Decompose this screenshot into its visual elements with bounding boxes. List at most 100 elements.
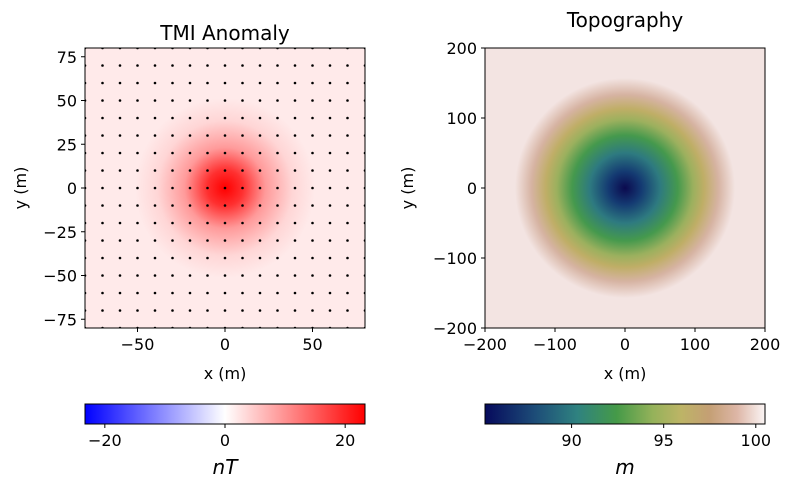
- tmi-colorbar-ticks: −20 0 20: [88, 424, 355, 450]
- receiver-dot: [153, 186, 157, 190]
- receiver-dot: [293, 64, 297, 67]
- receiver-dot: [276, 151, 279, 155]
- receiver-dot: [293, 134, 297, 137]
- y-tick-label: 200: [446, 39, 477, 58]
- receiver-dot: [171, 309, 174, 312]
- receiver-dot: [153, 291, 157, 295]
- receiver-dot: [276, 81, 279, 85]
- receiver-dot: [171, 116, 174, 120]
- receiver-dot: [241, 134, 244, 137]
- receiver-dot: [118, 81, 122, 85]
- receiver-dot: [101, 99, 104, 102]
- receiver-dot: [328, 274, 332, 277]
- y-tick-label: −100: [433, 249, 477, 268]
- receiver-dot: [171, 81, 174, 85]
- receiver-dot: [293, 169, 297, 172]
- x-tick-label: −200: [463, 335, 507, 354]
- receiver-dot: [171, 204, 174, 207]
- receiver-dot: [241, 116, 244, 120]
- receiver-dot: [346, 274, 349, 277]
- receiver-dot: [258, 309, 262, 312]
- receiver-dot: [223, 99, 227, 102]
- receiver-dot: [188, 239, 192, 242]
- receiver-dot: [258, 274, 262, 277]
- receiver-dot: [101, 309, 104, 312]
- receiver-dot: [188, 151, 192, 155]
- receiver-dot: [118, 221, 122, 225]
- receiver-dot: [188, 256, 192, 260]
- receiver-dot: [258, 204, 262, 207]
- receiver-dot: [136, 64, 139, 67]
- receiver-dot: [328, 116, 332, 120]
- receiver-dot: [223, 291, 227, 295]
- receiver-dot: [311, 99, 314, 102]
- topography-panel: Topography −200 −100 0 100 2002001000−100−20…: [398, 8, 780, 479]
- receiver-dot: [188, 186, 192, 190]
- topo-colorbar-ticks: 90 95 100: [561, 424, 771, 450]
- receiver-dot: [153, 169, 157, 172]
- receiver-dot: [328, 186, 332, 190]
- colorbar-tick-label: −20: [88, 431, 122, 450]
- receiver-dot: [206, 81, 209, 85]
- tmi-panel: TMI Anomaly −50 0 50 75 50 25 0 −25 −50 −75 x (m)…: [11, 21, 366, 479]
- receiver-dot: [293, 204, 297, 207]
- receiver-dot: [223, 134, 227, 137]
- receiver-dot: [223, 151, 227, 155]
- receiver-dot: [206, 169, 209, 172]
- receiver-dot: [311, 221, 314, 225]
- receiver-dot: [206, 309, 209, 312]
- y-tick-label: −25: [43, 223, 77, 242]
- receiver-dot: [311, 169, 314, 172]
- receiver-dot: [258, 239, 262, 242]
- receiver-dot: [153, 81, 157, 85]
- receiver-dot: [188, 116, 192, 120]
- y-tick-label: −50: [43, 267, 77, 286]
- receiver-dot: [311, 309, 314, 312]
- receiver-dot: [206, 64, 209, 67]
- receiver-dot: [101, 204, 104, 207]
- receiver-dot: [223, 239, 227, 242]
- receiver-dot: [311, 151, 314, 155]
- receiver-dot: [188, 169, 192, 172]
- receiver-dot: [293, 116, 297, 120]
- receiver-dot: [188, 291, 192, 295]
- receiver-dot: [136, 116, 139, 120]
- receiver-dot: [188, 134, 192, 137]
- receiver-dot: [328, 221, 332, 225]
- receiver-dot: [328, 81, 332, 85]
- receiver-dot: [346, 169, 349, 172]
- receiver-dot: [136, 99, 139, 102]
- receiver-dot: [346, 81, 349, 85]
- receiver-dot: [188, 81, 192, 85]
- receiver-dot: [153, 221, 157, 225]
- receiver-dot: [311, 291, 314, 295]
- receiver-dot: [258, 134, 262, 137]
- receiver-dot: [206, 116, 209, 120]
- receiver-dot: [223, 204, 227, 207]
- receiver-dot: [241, 186, 244, 190]
- receiver-dot: [328, 99, 332, 102]
- receiver-dot: [258, 221, 262, 225]
- receiver-dot: [101, 291, 104, 295]
- receiver-dot: [136, 221, 139, 225]
- receiver-dot: [101, 239, 104, 242]
- y-tick-label: 0: [467, 179, 477, 198]
- receiver-dot: [223, 309, 227, 312]
- receiver-dot: [136, 256, 139, 260]
- receiver-dot: [258, 169, 262, 172]
- receiver-dot: [241, 291, 244, 295]
- receiver-dot: [153, 204, 157, 207]
- receiver-dot: [118, 116, 122, 120]
- colorbar-tick-label: 100: [741, 431, 772, 450]
- receiver-dot: [136, 274, 139, 277]
- receiver-dot: [293, 99, 297, 102]
- topo-title: Topography: [566, 8, 684, 32]
- receiver-dot: [346, 291, 349, 295]
- receiver-dot: [293, 239, 297, 242]
- tmi-ylabel: y (m): [11, 167, 30, 210]
- receiver-dot: [188, 204, 192, 207]
- y-tick-label: 50: [57, 92, 77, 111]
- receiver-dot: [241, 151, 244, 155]
- receiver-dot: [223, 169, 227, 172]
- receiver-dot: [171, 64, 174, 67]
